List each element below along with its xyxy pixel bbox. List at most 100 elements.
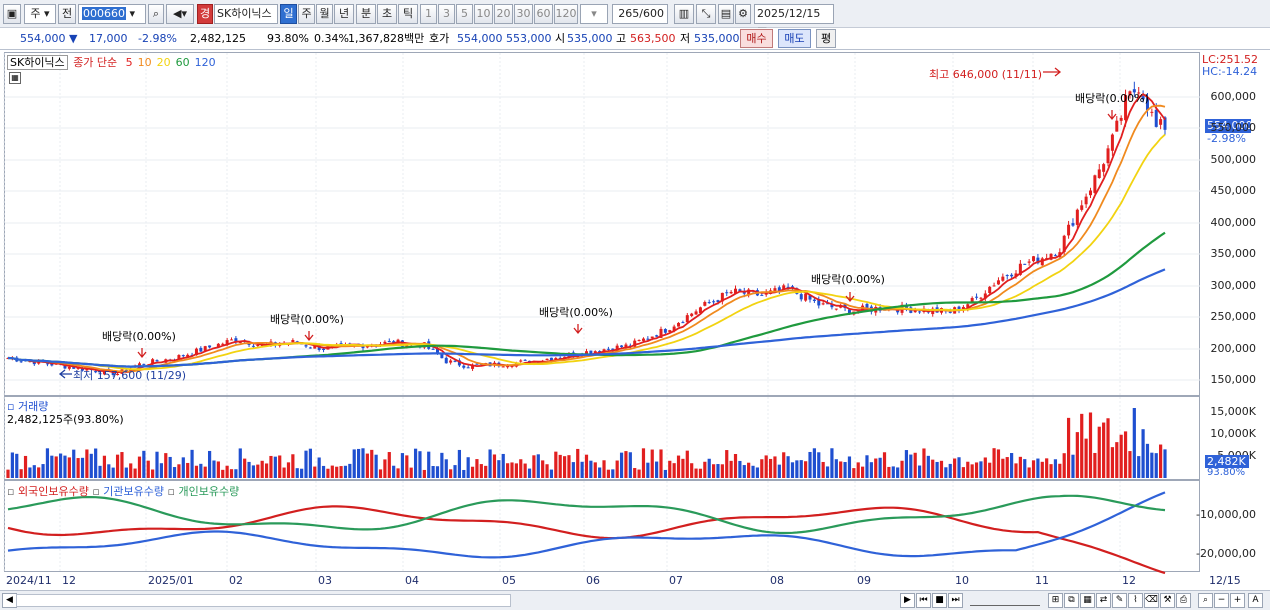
volume-bar: [720, 464, 724, 478]
scroll-left-icon[interactable]: ◀: [2, 593, 17, 608]
candle-body: [712, 301, 716, 303]
minute-10-button[interactable]: 10: [474, 4, 493, 24]
candle-type-icon[interactable]: ▥: [674, 4, 694, 24]
minute-5-button[interactable]: 5: [456, 4, 473, 24]
zoom-icon[interactable]: ⌕: [1198, 593, 1213, 608]
volume-bar: [571, 462, 575, 478]
period-day-tab[interactable]: 일: [280, 4, 297, 24]
ma-legend-item[interactable]: 10: [137, 56, 152, 69]
save-icon[interactable]: ▤: [718, 4, 734, 24]
zoom-slider[interactable]: [970, 595, 1040, 606]
candle-body: [931, 308, 935, 315]
volume-bar: [107, 464, 111, 478]
prev-button[interactable]: 전: [58, 4, 76, 24]
holdings-panel[interactable]: [4, 480, 1200, 572]
minute-30-button[interactable]: 30: [514, 4, 533, 24]
tools-icon[interactable]: ⚒: [1160, 593, 1175, 608]
search-icon[interactable]: ⌕: [148, 4, 164, 24]
period-select[interactable]: 주 ▾: [24, 4, 56, 24]
volume-bar: [1093, 452, 1097, 478]
ma-line-10: [7, 104, 1166, 373]
volume-bar: [1018, 456, 1022, 478]
first-page-icon[interactable]: ⏮: [916, 593, 931, 608]
eraser-icon[interactable]: ⌫: [1144, 593, 1159, 608]
minute-3-button[interactable]: 3: [438, 4, 455, 24]
ma-legend-item[interactable]: 60: [175, 56, 190, 69]
candle-body: [655, 335, 659, 337]
candle-body: [313, 345, 317, 349]
ma-legend-item[interactable]: 120: [194, 56, 216, 69]
minute-60-button[interactable]: 60: [534, 4, 553, 24]
candle-body: [1027, 261, 1031, 263]
period-tick-tab[interactable]: 틱: [398, 4, 418, 24]
volume-bar: [15, 453, 19, 478]
volume-bar: [431, 466, 435, 478]
scroll-thumb[interactable]: [16, 594, 511, 607]
sell-button[interactable]: 매도: [778, 29, 811, 48]
scroll-right-icon[interactable]: ▶: [900, 593, 915, 608]
volume-bar: [733, 454, 738, 478]
volume-panel[interactable]: [4, 396, 1200, 480]
candle-body: [137, 363, 141, 366]
candle-body: [1110, 134, 1114, 151]
draw-icon[interactable]: ✎: [1112, 593, 1127, 608]
down-arrow-icon: ▼: [69, 32, 78, 45]
low-price: 535,000: [694, 32, 740, 45]
stock-code-input[interactable]: 000660 ▾: [78, 4, 146, 24]
candle-body: [633, 340, 637, 347]
crosshair-icon[interactable]: ⤡: [696, 4, 716, 24]
brush-icon[interactable]: ⌇: [1128, 593, 1143, 608]
volume-bar: [939, 460, 944, 478]
candle-body: [1145, 97, 1149, 111]
volume-bar: [768, 458, 773, 478]
volume-bar: [847, 456, 852, 478]
candle-body: [1102, 164, 1106, 172]
volume-bar: [229, 469, 234, 478]
count-total: /600: [639, 7, 664, 20]
count-input[interactable]: 265/600: [612, 4, 668, 24]
y-axis-label: -10,000,00: [1196, 508, 1256, 521]
volume-bar: [286, 462, 291, 478]
table-icon[interactable]: ▦: [9, 72, 21, 84]
minute-120-button[interactable]: 120: [554, 4, 578, 24]
period-week-tab[interactable]: 주: [298, 4, 315, 24]
minute-1-button[interactable]: 1: [420, 4, 437, 24]
zoom-out-icon[interactable]: −: [1214, 593, 1229, 608]
ma-legend-item[interactable]: 20: [156, 56, 171, 69]
volume-bar: [764, 455, 768, 478]
volume-bar: [576, 448, 580, 478]
period-second-tab[interactable]: 초: [377, 4, 397, 24]
ma-legend-item[interactable]: 5: [125, 56, 133, 69]
even-button[interactable]: 평: [816, 29, 836, 48]
period-minute-tab[interactable]: 분: [356, 4, 376, 24]
candle-body: [322, 348, 326, 350]
layout-icon[interactable]: ▣: [3, 4, 21, 24]
fit-icon[interactable]: ⊞: [1048, 593, 1063, 608]
last-page-icon[interactable]: ⏭: [948, 593, 963, 608]
period-year-tab[interactable]: 년: [334, 4, 354, 24]
font-size-icon[interactable]: A: [1248, 593, 1263, 608]
minute-20-button[interactable]: 20: [494, 4, 513, 24]
interval-select[interactable]: ▾: [580, 4, 608, 24]
price-panel[interactable]: [4, 52, 1200, 396]
chart-scrollbar[interactable]: ◀ ▶ ⏮ ■ ⏭ ⊞ ⧉ ▦ ⇄ ✎ ⌇ ⌫ ⚒ ⎙ ⌕ − + A: [0, 590, 1270, 610]
candle-body: [817, 299, 821, 306]
volume-bar: [72, 449, 76, 478]
candle-body: [738, 289, 742, 292]
candle-body: [1159, 119, 1163, 125]
candle-body: [650, 336, 654, 338]
gear-icon[interactable]: ⚙: [735, 4, 751, 24]
zoom-in-icon[interactable]: +: [1230, 593, 1245, 608]
grid-icon[interactable]: ▦: [1080, 593, 1095, 608]
speaker-icon[interactable]: ◀▾: [166, 4, 194, 24]
period-month-tab[interactable]: 월: [316, 4, 333, 24]
date-input[interactable]: 2025/12/15 ▦: [754, 4, 834, 38]
candle-body: [234, 338, 238, 342]
candle-body: [291, 340, 295, 343]
buy-button[interactable]: 매수: [740, 29, 773, 48]
compare-icon[interactable]: ⇄: [1096, 593, 1111, 608]
stop-icon[interactable]: ■: [932, 593, 947, 608]
export-icon[interactable]: ⎙: [1176, 593, 1191, 608]
window-icon[interactable]: ⧉: [1064, 593, 1079, 608]
price-name-tag[interactable]: SK하이닉스: [7, 55, 68, 70]
